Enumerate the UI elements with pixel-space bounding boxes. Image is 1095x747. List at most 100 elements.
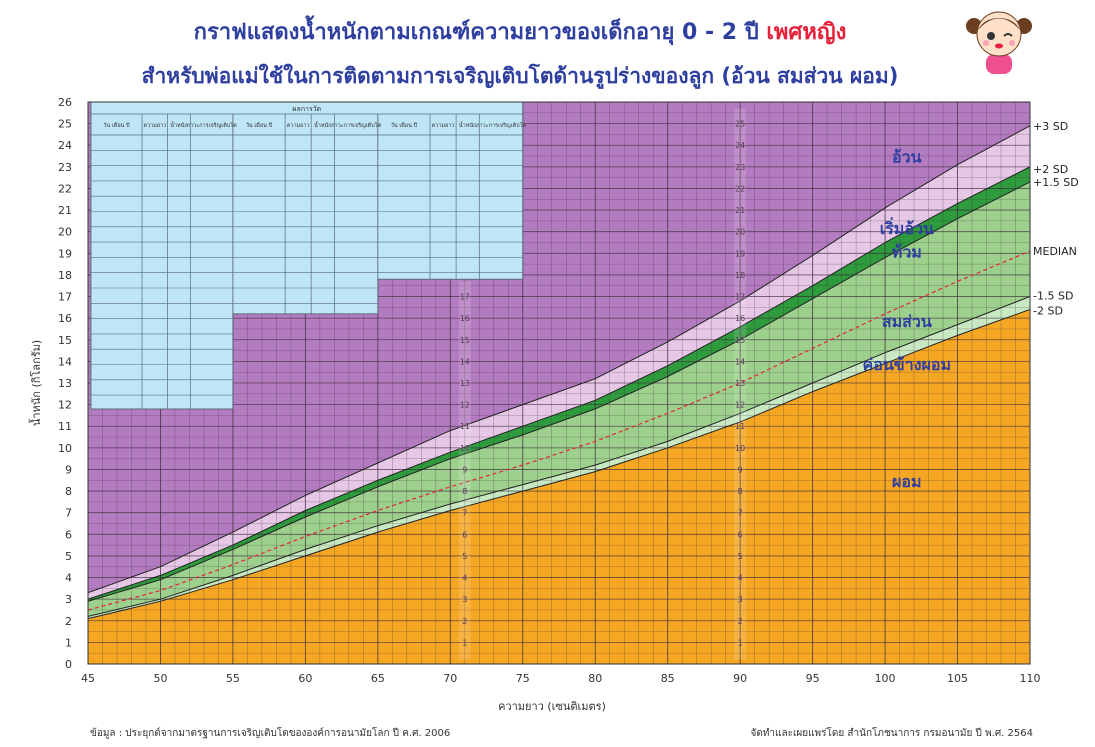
y-tick-label: 26 (58, 96, 72, 109)
footer-publisher: จัดทำและเผยแพร่โดย สำนักโภชนาการ กรมอนาม… (750, 728, 1033, 739)
record-table-header: วัน เดือน ปี (103, 122, 130, 129)
y-tick-label: 20 (58, 226, 72, 239)
y-tick-label: 16 (58, 312, 72, 325)
inner-scale-label: 12 (460, 401, 470, 410)
y-tick-label: 1 (65, 636, 72, 649)
inner-scale-label: 9 (738, 465, 743, 474)
record-table-header: ความยาว (432, 123, 455, 129)
page-title: กราฟแสดงน้ำหนักตามเกณฑ์ความยาวของเด็กอาย… (0, 14, 1040, 49)
record-table-header: น้ำหนัก (314, 121, 332, 129)
title-main: กราฟแสดงน้ำหนักตามเกณฑ์ความยาวของเด็กอาย… (193, 20, 759, 45)
inner-scale-label: 20 (735, 228, 745, 237)
x-tick-label: 85 (661, 672, 675, 685)
y-tick-label: 22 (58, 182, 72, 195)
inner-scale-label: 8 (462, 487, 467, 496)
inner-scale-label: 15 (460, 336, 470, 345)
inner-scale-label: 25 (735, 120, 745, 129)
y-tick-label: 9 (65, 463, 72, 476)
inner-scale-band (458, 281, 471, 660)
x-tick-label: 75 (516, 672, 530, 685)
footer-source: ข้อมูล : ประยุกต์จากมาตรฐานการเจริญเติบโ… (90, 728, 451, 739)
inner-scale-label: 6 (462, 530, 467, 539)
record-table-header: วัน เดือน ปี (246, 122, 273, 129)
y-tick-label: 3 (65, 593, 72, 606)
inner-scale-label: 9 (462, 465, 467, 474)
record-table-header: ภาวะการเจริญเติบโต (331, 121, 382, 129)
inner-scale-label: 17 (735, 293, 745, 302)
inner-scale-label: 8 (738, 487, 743, 496)
inner-scale-label: 6 (738, 530, 743, 539)
series-label: +1.5 SD (1033, 176, 1079, 189)
x-tick-label: 65 (371, 672, 385, 685)
record-table-bg (90, 101, 524, 410)
y-tick-label: 24 (58, 139, 72, 152)
series-label: +2 SD (1033, 163, 1068, 176)
inner-scale-label: 23 (735, 163, 745, 172)
inner-scale-label: 17 (460, 293, 470, 302)
y-tick-label: 12 (58, 399, 72, 412)
zone-normal (88, 182, 1030, 617)
zone-label: ค่อนข้างผอม (863, 355, 952, 374)
inner-scale-label: 1 (738, 638, 743, 647)
x-tick-label: 105 (947, 672, 968, 685)
inner-scale-label: 22 (735, 184, 745, 193)
record-table-header: ความยาว (143, 123, 166, 129)
series-label: -1.5 SD (1033, 290, 1073, 303)
inner-scale-label: 3 (738, 595, 743, 604)
series-line-3sd (88, 125, 1030, 594)
inner-scale-label: 16 (735, 314, 745, 323)
record-table-title: ผลการวัด (292, 105, 321, 113)
series-label: +3 SD (1033, 120, 1068, 133)
series-line-2sd (88, 166, 1030, 600)
y-tick-label: 13 (58, 377, 72, 390)
y-tick-label: 14 (58, 355, 72, 368)
series-label: -2 SD (1033, 305, 1063, 318)
inner-scale-label: 13 (735, 379, 745, 388)
record-table-header: ความยาว (287, 123, 310, 129)
title-gender: เพศหญิง (766, 20, 847, 45)
zone-thin (88, 309, 1030, 664)
zone-label: ผอม (892, 472, 922, 491)
inner-scale-label: 14 (735, 357, 745, 366)
record-table-header: น้ำหนัก (170, 121, 188, 129)
inner-scale-label: 3 (462, 595, 467, 604)
inner-scale-label: 21 (735, 206, 745, 215)
inner-scale-band (734, 108, 747, 660)
x-axis-label: ความยาว (เซนติเมตร) (498, 700, 606, 713)
inner-scale-label: 2 (738, 617, 743, 626)
inner-scale-label: 19 (735, 249, 745, 258)
record-table-header: วัน เดือน ปี (391, 122, 418, 129)
inner-scale-label: 11 (735, 422, 745, 431)
record-table-header: ภาวะการเจริญเติบโต (476, 121, 527, 129)
inner-scale-label: 7 (738, 509, 743, 518)
y-tick-label: 2 (65, 615, 72, 628)
inner-scale-label: 18 (735, 271, 745, 280)
x-tick-label: 90 (733, 672, 747, 685)
series-line-median (88, 250, 1030, 611)
x-tick-label: 110 (1020, 672, 1041, 685)
y-tick-label: 25 (58, 118, 72, 131)
record-table-header: ภาวะการเจริญเติบโต (186, 121, 237, 129)
y-tick-label: 5 (65, 550, 72, 563)
inner-scale-label: 10 (460, 444, 470, 453)
y-tick-label: 23 (58, 161, 72, 174)
inner-scale-label: 1 (462, 638, 467, 647)
x-tick-label: 50 (153, 672, 167, 685)
inner-scale-label: 24 (735, 141, 745, 150)
inner-scale-label: 14 (460, 357, 470, 366)
inner-scale-label: 5 (462, 552, 467, 561)
y-tick-label: 8 (65, 485, 72, 498)
x-tick-label: 95 (806, 672, 820, 685)
inner-scale-label: 2 (462, 617, 467, 626)
y-tick-label: 21 (58, 204, 72, 217)
inner-scale-label: 5 (738, 552, 743, 561)
inner-scale-label: 7 (462, 509, 467, 518)
inner-scale-label: 12 (735, 401, 745, 410)
y-axis-label: น้ำหนัก (กิโลกรัม) (28, 340, 43, 426)
series-line-15sd (88, 296, 1030, 617)
y-tick-label: 10 (58, 442, 72, 455)
x-tick-label: 100 (875, 672, 896, 685)
inner-scale-label: 4 (462, 574, 467, 583)
x-tick-label: 60 (298, 672, 312, 685)
inner-scale-label: 11 (460, 422, 470, 431)
